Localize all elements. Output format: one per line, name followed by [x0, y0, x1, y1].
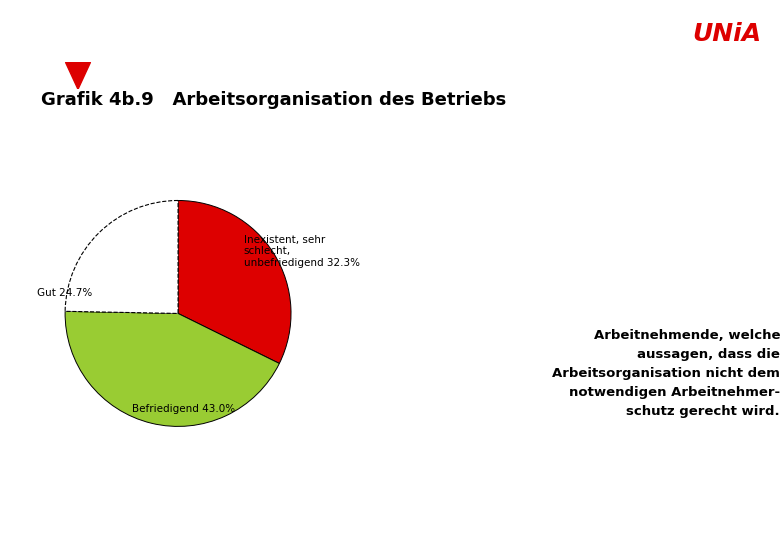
Wedge shape	[65, 312, 279, 427]
Text: 25: 25	[640, 3, 648, 9]
Text: Unia – die Gewerkschaft für alle: Unia – die Gewerkschaft für alle	[8, 3, 119, 9]
Text: Grafik 4b.9   Arbeitsorganisation des Betriebs: Grafik 4b.9 Arbeitsorganisation des Betr…	[41, 91, 506, 109]
Text: Arbeitnehmende, welche
aussagen, dass die
Arbeitsorganisation nicht dem
notwendi: Arbeitnehmende, welche aussagen, dass di…	[552, 329, 780, 417]
Text: Umfrage Gesundheitsschutz / Arbeitssicherheit auf dem Bau: Umfrage Gesundheitsschutz / Arbeitssiche…	[8, 32, 461, 45]
Text: Inexistent, sehr
schlecht,
unbefriedigend 32.3%: Inexistent, sehr schlecht, unbefriedigen…	[243, 235, 360, 268]
Text: UNiA: UNiA	[693, 22, 761, 46]
Text: 27.02.2021: 27.02.2021	[343, 3, 383, 9]
Wedge shape	[178, 200, 291, 363]
FancyBboxPatch shape	[675, 1, 776, 64]
Wedge shape	[65, 200, 178, 313]
Polygon shape	[66, 62, 90, 89]
Text: Gut 24.7%: Gut 24.7%	[37, 288, 92, 298]
Text: Befriedigend 43.0%: Befriedigend 43.0%	[132, 404, 236, 415]
